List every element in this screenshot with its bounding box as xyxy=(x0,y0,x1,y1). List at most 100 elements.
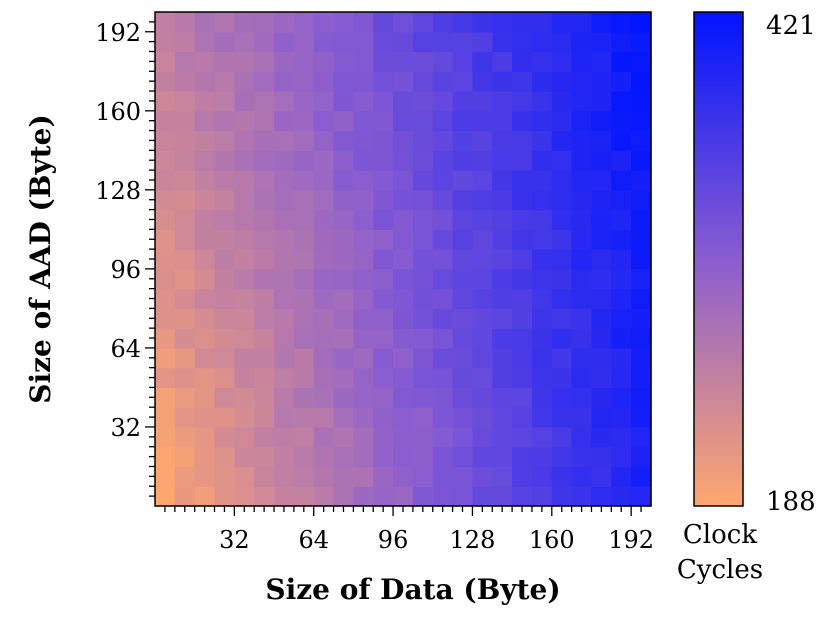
heatmap-cell xyxy=(155,229,176,250)
heatmap-cell xyxy=(551,209,573,230)
heatmap-cell xyxy=(333,426,354,448)
heatmap-cell xyxy=(214,268,235,290)
heatmap-cell xyxy=(353,31,374,53)
heatmap-cell xyxy=(174,249,196,270)
x-tick-label: 160 xyxy=(529,526,575,554)
heatmap-cell xyxy=(432,328,454,349)
heatmap-cell xyxy=(591,347,612,369)
colorbar xyxy=(693,11,744,507)
heatmap-cell xyxy=(234,347,255,369)
heatmap-cell xyxy=(492,31,513,53)
y-tick-label: 160 xyxy=(95,98,141,126)
heatmap-cell xyxy=(571,367,593,389)
heatmap-cell xyxy=(155,150,176,171)
heatmap-cell xyxy=(472,189,493,211)
heatmap-cell xyxy=(571,91,593,112)
heatmap-cell xyxy=(313,387,335,408)
heatmap-cell xyxy=(412,31,434,53)
heatmap-cell xyxy=(293,249,315,270)
heatmap-cell xyxy=(274,446,295,468)
heatmap-cell xyxy=(492,486,513,507)
heatmap-cell xyxy=(293,91,315,112)
heatmap-cell xyxy=(174,347,196,369)
heatmap-cell xyxy=(234,110,255,132)
heatmap-cell xyxy=(492,71,513,92)
heatmap-cell xyxy=(393,466,414,487)
heatmap-cell xyxy=(234,486,255,507)
heatmap-cell xyxy=(492,407,513,428)
heatmap-cell xyxy=(611,110,632,132)
heatmap-cell xyxy=(333,367,354,389)
heatmap-cell xyxy=(313,110,335,132)
heatmap-cell xyxy=(155,189,176,211)
heatmap-cell xyxy=(274,387,295,408)
colorbar-title-line2: Cycles xyxy=(677,555,763,585)
heatmap-cell xyxy=(373,51,394,72)
heatmap-cell xyxy=(531,486,553,507)
heatmap-cell xyxy=(373,110,394,132)
heatmap-cell xyxy=(234,150,255,171)
colorbar-max-label: 421 xyxy=(766,11,816,41)
heatmap-cell xyxy=(531,387,553,408)
heatmap-cell xyxy=(293,189,315,211)
heatmap-cell xyxy=(571,426,593,448)
heatmap-cell xyxy=(452,268,474,290)
heatmap-cell xyxy=(333,249,354,270)
heatmap-cell xyxy=(492,170,513,191)
heatmap-cell xyxy=(313,446,335,468)
heatmap-cell xyxy=(631,328,652,349)
heatmap-cell xyxy=(531,31,553,53)
heatmap-cell xyxy=(373,249,394,270)
heatmap-cell xyxy=(333,229,354,250)
heatmap-cell xyxy=(333,12,354,33)
heatmap-cell xyxy=(234,31,255,53)
heatmap-cell xyxy=(611,426,632,448)
heatmap-cell xyxy=(393,288,414,309)
heatmap-cell xyxy=(254,328,275,349)
heatmap-cell xyxy=(254,308,275,329)
heatmap-cell xyxy=(472,249,493,270)
heatmap-cell xyxy=(611,446,632,468)
heatmap-cell xyxy=(174,426,196,448)
heatmap-cell xyxy=(412,486,434,507)
heatmap-cell xyxy=(393,150,414,171)
heatmap-cell xyxy=(611,31,632,53)
heatmap-cell xyxy=(631,308,652,329)
y-tick-label: 32 xyxy=(110,414,141,442)
heatmap-cell xyxy=(452,466,474,487)
heatmap-cell xyxy=(293,367,315,389)
heatmap-cell xyxy=(432,466,454,487)
heatmap-cell xyxy=(551,387,573,408)
heatmap-cell xyxy=(393,209,414,230)
heatmap-cell xyxy=(373,288,394,309)
heatmap-cell xyxy=(214,446,235,468)
heatmap-cell xyxy=(452,91,474,112)
heatmap-cell xyxy=(353,367,374,389)
heatmap-cell xyxy=(452,446,474,468)
heatmap-cell xyxy=(333,446,354,468)
heatmap-cell xyxy=(373,189,394,211)
heatmap-cell xyxy=(551,170,573,191)
heatmap-cell xyxy=(313,229,335,250)
heatmap-cell xyxy=(591,110,612,132)
heatmap-cell xyxy=(393,347,414,369)
heatmap-cell xyxy=(274,150,295,171)
heatmap-cell xyxy=(571,268,593,290)
heatmap-cell xyxy=(432,308,454,329)
heatmap-cell xyxy=(155,51,176,72)
heatmap-cell xyxy=(472,268,493,290)
heatmap-cell xyxy=(293,209,315,230)
heatmap-cell xyxy=(333,91,354,112)
heatmap-cell xyxy=(194,51,216,72)
heatmap-cell xyxy=(333,150,354,171)
heatmap-cell xyxy=(512,347,533,369)
heatmap-cell xyxy=(234,426,255,448)
heatmap-cell xyxy=(551,308,573,329)
heatmap-cell xyxy=(452,426,474,448)
heatmap-cell xyxy=(333,347,354,369)
heatmap-cell xyxy=(313,268,335,290)
heatmap-cell xyxy=(234,328,255,349)
heatmap-cell xyxy=(611,71,632,92)
heatmap-cell xyxy=(591,150,612,171)
heatmap-cell xyxy=(174,170,196,191)
